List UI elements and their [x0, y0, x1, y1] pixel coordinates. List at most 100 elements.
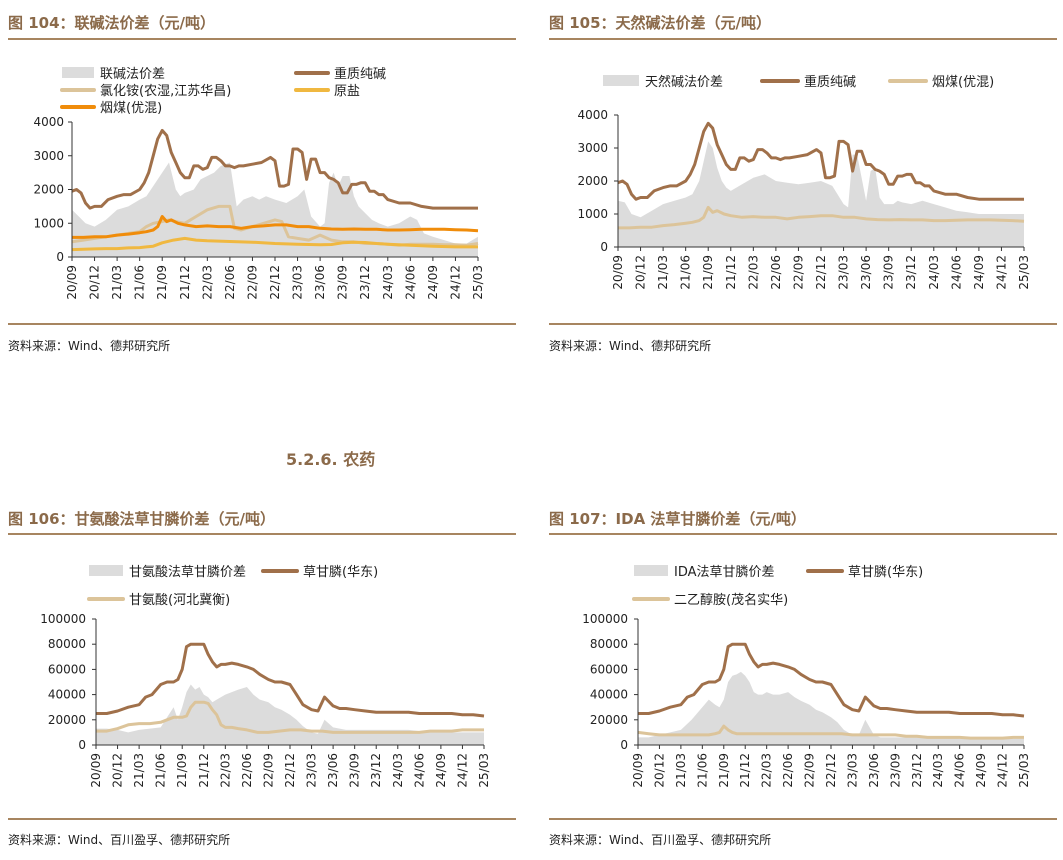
chart-104-bottom-rule — [8, 323, 516, 325]
chart-107-xtick-label: 21/03 — [674, 753, 688, 788]
chart-104-ytick-label: 1000 — [33, 216, 64, 230]
chart-104: 0 1000 2000 3000 4000 20/09 20/12 21/03 21/06 21/… — [33, 66, 485, 300]
chart-107-xtick-label: 23/03 — [845, 753, 859, 788]
chart-107-legend-0-label: IDA法草甘膦价差 — [674, 565, 775, 580]
chart-105-xtick-label: 24/03 — [927, 255, 941, 290]
chart-104-xtick-label: 24/12 — [448, 265, 462, 300]
chart-105-ytick-label: 3000 — [577, 141, 608, 155]
chart-106-ytick-label: 100000 — [40, 612, 86, 626]
chart-105-xtick-label: 20/12 — [634, 255, 648, 290]
chart-106-source: 资料来源：Wind、百川盈孚、德邦研究所 — [8, 833, 231, 847]
chart-106-xtick-label: 22/12 — [283, 753, 297, 788]
chart-106-xtick-label: 23/09 — [348, 753, 362, 788]
section-heading: 5.2.6. 农药 — [286, 450, 376, 469]
chart-105-xtick-label: 23/06 — [859, 255, 873, 290]
chart-106-xtick-label: 24/03 — [391, 753, 405, 788]
chart-106-xtick-label: 20/12 — [111, 753, 125, 788]
chart-107-ytick-label: 20000 — [590, 713, 628, 727]
chart-106-xtick-label: 23/12 — [369, 753, 383, 788]
chart-104-ytick-label: 0 — [56, 250, 64, 264]
chart-105-xtick-label: 23/03 — [837, 255, 851, 290]
chart-105-legend-0-swatch — [603, 75, 639, 86]
chart-104-xtick-label: 22/12 — [268, 265, 282, 300]
chart-106-ytick-label: 60000 — [48, 662, 86, 676]
chart-104-xtick-label: 21/12 — [178, 265, 192, 300]
chart-106-xtick-label: 23/06 — [326, 753, 340, 788]
chart-105-ytick-label: 2000 — [577, 174, 608, 188]
chart-107-series-2-line — [637, 724, 1024, 740]
chart-104-xtick-label: 23/12 — [358, 265, 372, 300]
chart-104-xtick-label: 24/09 — [426, 265, 440, 300]
chart-107-xtick-label: 20/12 — [652, 753, 666, 788]
chart-105-ytick-label: 4000 — [577, 108, 608, 122]
chart-105-xtick-label: 21/06 — [679, 255, 693, 290]
chart-104-ytick-label: 4000 — [33, 115, 64, 129]
chart-107-xtick-label: 22/03 — [760, 753, 774, 788]
chart-107-legend-1-label: 草甘膦(华东) — [848, 565, 923, 580]
chart-107-xtick-label: 22/06 — [781, 753, 795, 788]
chart-106-xtick-label: 23/03 — [305, 753, 319, 788]
chart-107-bottom-rule — [549, 818, 1057, 820]
chart-106-xtick-label: 22/09 — [261, 753, 275, 788]
chart-107-xtick-label: 24/09 — [974, 753, 988, 788]
chart-105-xtick-label: 22/12 — [814, 255, 828, 290]
chart-104-xtick-label: 20/12 — [88, 265, 102, 300]
chart-106-xtick-label: 21/09 — [175, 753, 189, 788]
chart-107-xtick-label: 20/09 — [631, 753, 645, 788]
chart-107-ytick-label: 0 — [620, 738, 628, 752]
chart-104-xtick-label: 20/09 — [65, 265, 79, 300]
chart-107-source: 资料来源：Wind、百川盈孚、德邦研究所 — [549, 833, 772, 847]
chart-106-xtick-label: 21/03 — [132, 753, 146, 788]
chart-104-series-0-area — [72, 162, 478, 257]
chart-104-ytick-label: 3000 — [33, 149, 64, 163]
chart-105-xtick-label: 22/03 — [746, 255, 760, 290]
chart-104-series-1-line — [71, 128, 478, 210]
chart-104-legend-3-label: 原盐 — [334, 84, 360, 99]
chart-106-xtick-label: 25/03 — [477, 753, 491, 788]
chart-107-xtick-label: 24/06 — [953, 753, 967, 788]
chart-104-series-4-line — [72, 215, 479, 239]
chart-105-xtick-label: 22/09 — [791, 255, 805, 290]
chart-105-title: 图 105：天然碱法价差（元/吨） — [549, 14, 772, 32]
chart-107-xtick-label: 21/09 — [717, 753, 731, 788]
chart-104-xtick-label: 25/03 — [471, 265, 485, 300]
chart-107-legend-2-label: 二乙醇胺(茂名实华) — [674, 592, 788, 608]
chart-106-series-1-line — [96, 642, 485, 718]
chart-107-top-rule — [549, 533, 1057, 535]
chart-105-source: 资料来源：Wind、德邦研究所 — [549, 339, 712, 353]
chart-105-xtick-label: 25/03 — [1017, 255, 1031, 290]
chart-105-xtick-label: 24/12 — [994, 255, 1008, 290]
chart-106-top-rule — [8, 533, 516, 535]
chart-105-xtick-label: 21/12 — [724, 255, 738, 290]
chart-104-xtick-label: 22/06 — [223, 265, 237, 300]
chart-106-series-2-line — [96, 700, 484, 734]
chart-107-xtick-label: 21/12 — [738, 753, 752, 788]
chart-107-xtick-label: 23/06 — [867, 753, 881, 788]
chart-106-ytick-label: 0 — [78, 738, 86, 752]
chart-106-ytick-label: 40000 — [48, 688, 86, 702]
chart-104-xtick-label: 24/03 — [381, 265, 395, 300]
chart-105-ytick-label: 1000 — [577, 207, 608, 221]
chart-107-ytick-label: 80000 — [590, 637, 628, 651]
chart-105-xtick-label: 24/09 — [972, 255, 986, 290]
chart-104-legend-1-label: 重质纯碱 — [334, 66, 386, 82]
chart-106-xtick-label: 21/12 — [197, 753, 211, 788]
chart-106-legend-0-swatch — [89, 565, 123, 576]
chart-106-xtick-label: 22/06 — [240, 753, 254, 788]
chart-105-top-rule — [549, 38, 1057, 40]
chart-105: 0 1000 2000 3000 4000 20/09 20/12 21/03 21/06 21/… — [577, 74, 1031, 290]
chart-104-title: 图 104：联碱法价差（元/吨） — [8, 14, 216, 32]
chart-106-xtick-label: 24/06 — [412, 753, 426, 788]
chart-105-legend-2-label: 烟煤(优混) — [932, 75, 994, 90]
chart-104-ytick-label: 2000 — [33, 183, 64, 197]
chart-104-legend-2-label: 氯化铵(农湿,江苏华昌) — [100, 83, 231, 99]
chart-106-xtick-label: 21/06 — [154, 753, 168, 788]
chart-107-legend-0-swatch — [634, 565, 668, 576]
chart-104-xtick-label: 21/03 — [110, 265, 124, 300]
chart-104-legend-4-label: 烟煤(优混) — [100, 101, 162, 116]
chart-104-xtick-label: 21/06 — [133, 265, 147, 300]
chart-104-series-3-line — [71, 236, 478, 252]
chart-105-bottom-rule — [549, 323, 1057, 325]
chart-106-xtick-label: 20/09 — [89, 753, 103, 788]
